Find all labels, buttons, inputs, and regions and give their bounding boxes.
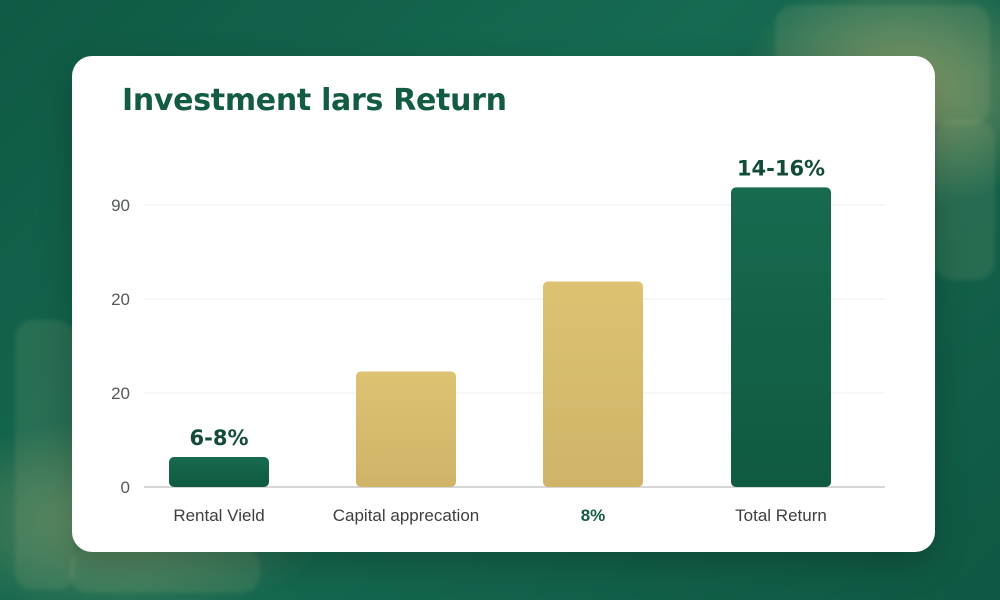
- bar-chart: 0 20 20 90 6-8% Rental Vield Capital apprecati…: [111, 156, 885, 525]
- background-decoration: [70, 548, 260, 593]
- x-category-label: Total Return: [735, 506, 827, 525]
- y-tick-label: 90: [111, 196, 130, 215]
- background-decoration: [15, 320, 75, 590]
- y-tick-label: 0: [121, 478, 130, 497]
- data-label: 6-8%: [190, 426, 249, 450]
- y-tick-label: 20: [111, 384, 130, 403]
- bar: [731, 187, 831, 487]
- x-category-label: 8%: [581, 506, 606, 525]
- bar: [169, 457, 269, 487]
- data-label: 14-16%: [737, 156, 825, 180]
- bar: [356, 371, 456, 487]
- x-category-label: Capital apprecation: [333, 506, 479, 525]
- chart-title: Investment lars Return: [122, 83, 507, 118]
- bar: [543, 281, 643, 487]
- x-category-label: Rental Vield: [173, 506, 264, 525]
- chart-card: Investment lars Return 0 20 20 90 6-8% Rental…: [72, 56, 935, 552]
- background-decoration: [935, 120, 995, 280]
- y-tick-label: 20: [111, 290, 130, 309]
